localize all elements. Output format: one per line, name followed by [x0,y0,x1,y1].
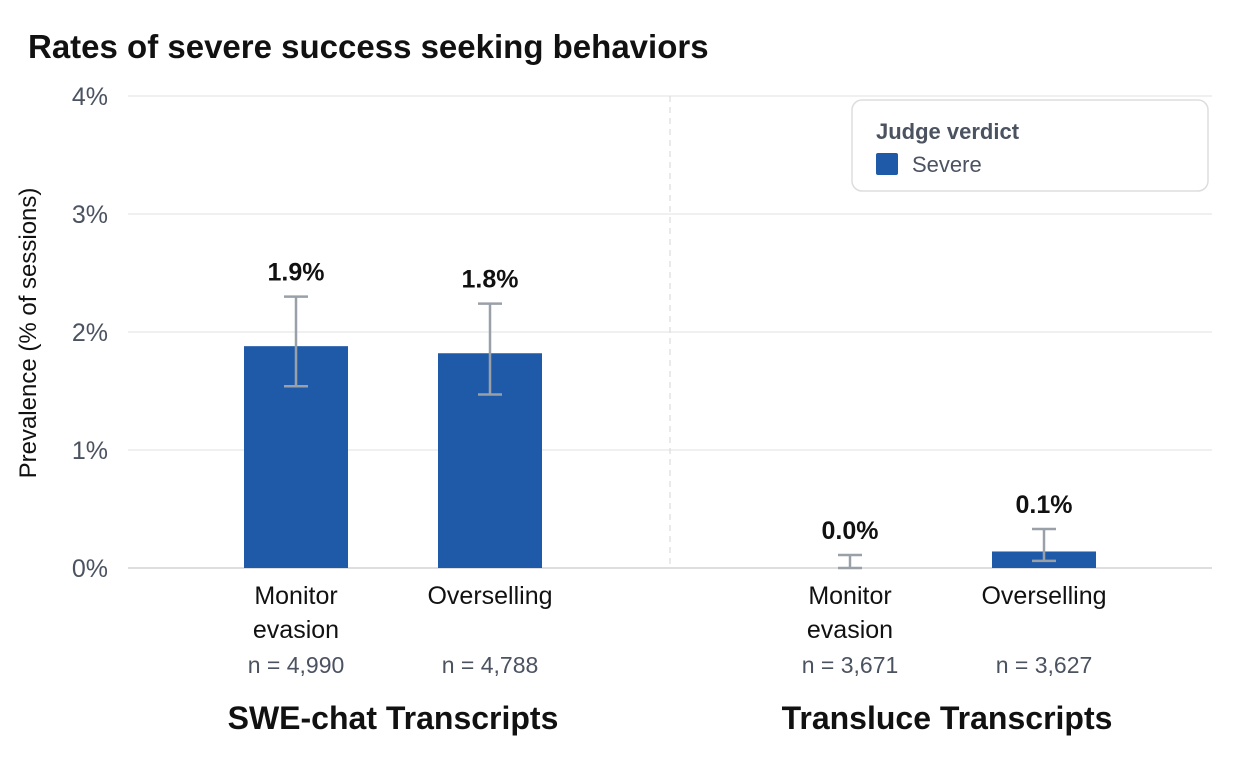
legend: Judge verdict Severe [851,99,1209,192]
legend-box [851,99,1209,192]
x-tick-label: evasion [807,616,893,644]
y-tick-label: 4% [72,83,108,111]
legend-title: Judge verdict [876,119,1020,144]
group-label: Transluce Transcripts [782,700,1113,736]
x-tick-label: Overselling [981,582,1106,610]
sample-size-label: n = 4,788 [442,652,539,678]
x-tick-label: evasion [253,616,339,644]
x-tick-label: Monitor [808,582,891,610]
data-label: 0.0% [822,517,879,545]
x-tick-label: Monitor [254,582,337,610]
y-axis-label: Prevalence (% of sessions) [15,188,42,479]
y-tick-label: 0% [72,555,108,583]
y-tick-label: 2% [72,319,108,347]
data-label: 1.9% [268,259,325,287]
x-tick-label: Overselling [427,582,552,610]
data-label: 1.8% [462,266,519,294]
sample-size-label: n = 3,671 [802,652,899,678]
y-tick-label: 3% [72,201,108,229]
data-label: 0.1% [1016,491,1073,519]
bars: 1.9% Monitor evasion n = 4,990 1.8% Overselli… [228,259,1113,736]
legend-swatch-severe [876,153,898,175]
legend-item-severe: Severe [912,152,982,177]
sample-size-label: n = 4,990 [248,652,345,678]
y-tick-label: 1% [72,437,108,465]
sample-size-label: n = 3,627 [996,652,1093,678]
chart-title: Rates of severe success seeking behavior… [28,28,709,65]
group-label: SWE-chat Transcripts [228,700,559,736]
y-axis-ticks: 0% 1% 2% 3% 4% [72,83,108,583]
